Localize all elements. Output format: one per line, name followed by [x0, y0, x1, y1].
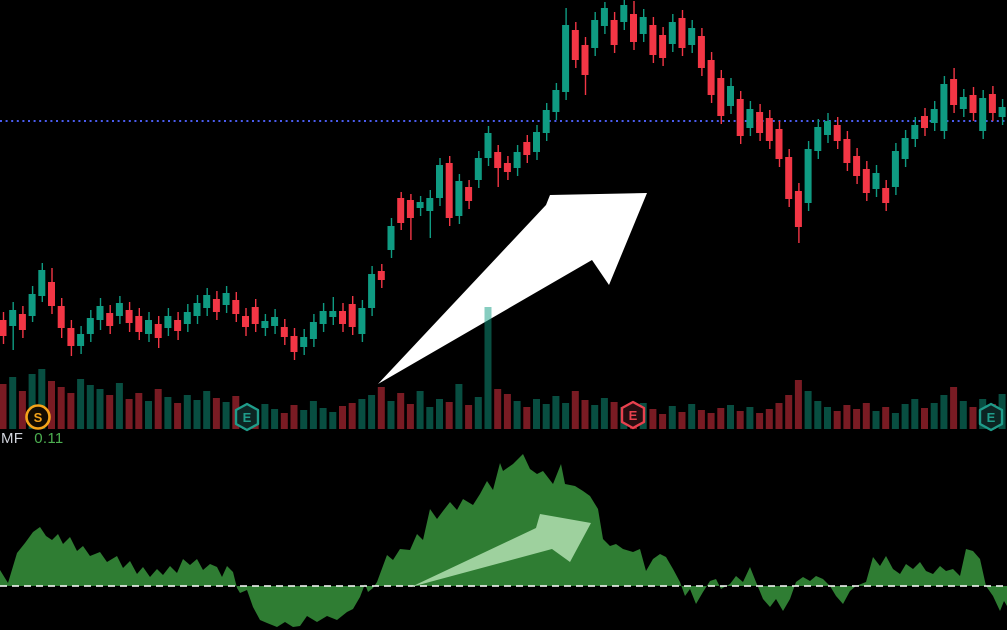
volume-layer: [0, 307, 1006, 429]
cmf-area: [0, 454, 1007, 627]
cmf-arrow-annotation: [411, 514, 591, 587]
event-badge-letter: S: [34, 410, 43, 425]
event-badge-e[interactable]: E: [978, 402, 1004, 432]
candles-layer: [0, 0, 1006, 360]
event-badge-e[interactable]: E: [620, 400, 646, 430]
white-arrow-annotation: [378, 193, 647, 384]
cmf-indicator-value: 0.11: [34, 430, 64, 447]
event-badge-s[interactable]: S: [25, 404, 51, 430]
event-badge-letter: E: [629, 408, 638, 423]
event-badge-letter: E: [987, 410, 996, 425]
cmf-indicator-name: MF: [1, 430, 24, 447]
event-badge-letter: E: [243, 410, 252, 425]
event-badge-e[interactable]: E: [234, 402, 260, 432]
cmf-indicator-label: MF 0.11: [1, 430, 64, 447]
